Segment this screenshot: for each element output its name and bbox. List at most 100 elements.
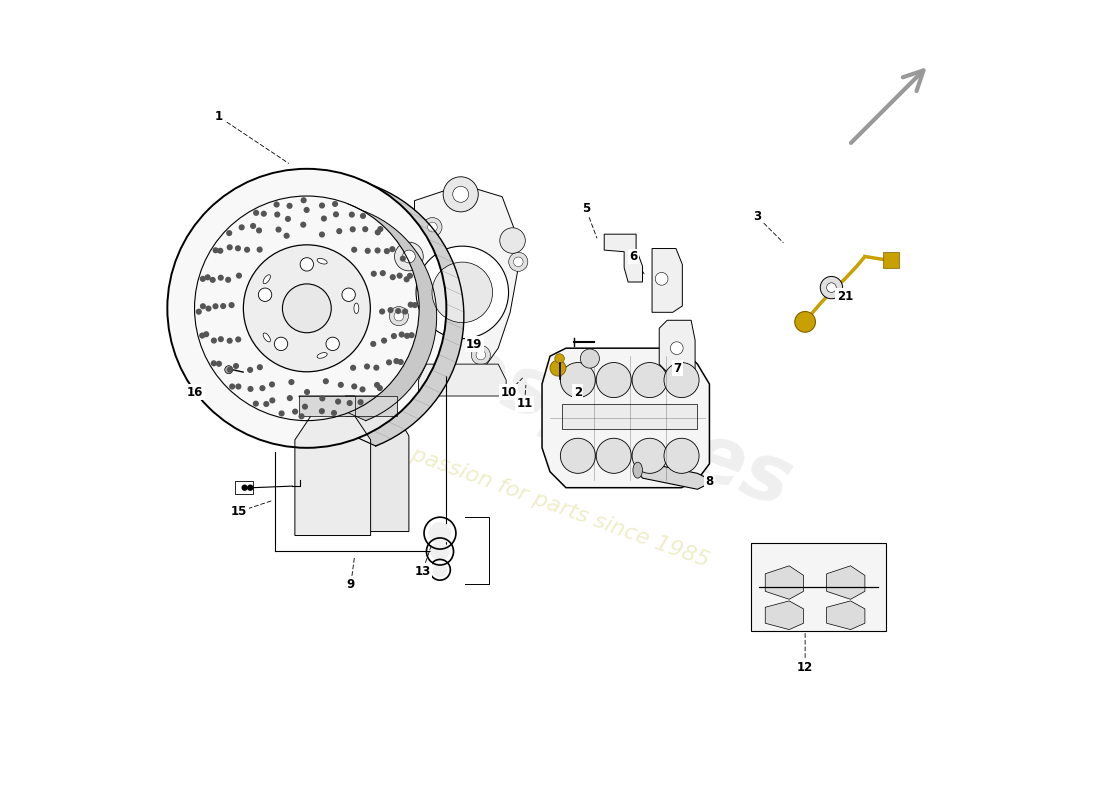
Circle shape	[205, 274, 211, 280]
Circle shape	[408, 302, 414, 308]
Circle shape	[256, 364, 263, 370]
Circle shape	[235, 336, 241, 342]
Circle shape	[300, 258, 313, 271]
Circle shape	[596, 362, 631, 398]
Polygon shape	[295, 396, 371, 535]
Circle shape	[300, 197, 307, 203]
Circle shape	[471, 346, 491, 365]
Text: 9: 9	[346, 578, 355, 591]
Circle shape	[261, 210, 267, 217]
Ellipse shape	[317, 353, 327, 358]
Circle shape	[379, 270, 386, 276]
Circle shape	[371, 270, 377, 277]
Circle shape	[371, 341, 376, 347]
Circle shape	[319, 408, 324, 414]
Circle shape	[632, 362, 668, 398]
Circle shape	[338, 382, 344, 388]
Ellipse shape	[263, 274, 271, 284]
Circle shape	[167, 169, 447, 448]
Circle shape	[379, 309, 385, 314]
Circle shape	[248, 367, 253, 373]
Circle shape	[632, 438, 668, 474]
Circle shape	[508, 252, 528, 271]
Circle shape	[258, 288, 272, 302]
Circle shape	[394, 311, 404, 321]
Circle shape	[200, 303, 206, 310]
Circle shape	[397, 273, 403, 278]
Text: a passion for parts since 1985: a passion for parts since 1985	[388, 437, 712, 570]
Circle shape	[408, 332, 415, 338]
Circle shape	[351, 383, 358, 390]
Circle shape	[211, 360, 217, 366]
Circle shape	[358, 399, 364, 406]
Text: 1: 1	[216, 110, 223, 123]
Circle shape	[243, 245, 371, 372]
Circle shape	[288, 379, 295, 385]
Circle shape	[274, 202, 279, 207]
Circle shape	[422, 218, 442, 237]
Circle shape	[263, 401, 270, 407]
Ellipse shape	[263, 333, 271, 342]
Circle shape	[350, 226, 355, 232]
Circle shape	[554, 354, 564, 363]
Circle shape	[404, 333, 410, 339]
Circle shape	[206, 306, 211, 312]
Polygon shape	[359, 178, 464, 446]
Circle shape	[399, 255, 406, 262]
Circle shape	[218, 336, 224, 342]
Circle shape	[239, 224, 244, 230]
Circle shape	[350, 365, 356, 371]
Circle shape	[253, 210, 260, 216]
Polygon shape	[542, 348, 710, 488]
Ellipse shape	[317, 258, 327, 264]
Text: 13: 13	[415, 565, 430, 578]
Polygon shape	[403, 185, 518, 384]
Polygon shape	[418, 364, 506, 396]
Circle shape	[274, 337, 288, 350]
Circle shape	[389, 246, 395, 252]
Circle shape	[256, 246, 263, 253]
Circle shape	[499, 228, 526, 254]
Circle shape	[360, 386, 365, 393]
Circle shape	[227, 244, 233, 250]
Circle shape	[326, 337, 340, 350]
Circle shape	[256, 227, 262, 234]
Circle shape	[411, 302, 418, 308]
Ellipse shape	[354, 303, 359, 314]
Text: eurospares: eurospares	[297, 276, 803, 524]
Circle shape	[364, 248, 371, 254]
Circle shape	[278, 410, 285, 417]
Polygon shape	[766, 566, 803, 599]
Circle shape	[395, 242, 424, 271]
Circle shape	[216, 361, 222, 367]
Circle shape	[229, 383, 235, 390]
Circle shape	[274, 211, 280, 218]
Circle shape	[321, 215, 327, 222]
Circle shape	[235, 273, 242, 278]
Polygon shape	[826, 566, 865, 599]
Circle shape	[794, 311, 815, 332]
Circle shape	[430, 542, 450, 561]
Circle shape	[217, 248, 223, 254]
Circle shape	[292, 409, 298, 414]
Circle shape	[476, 350, 485, 360]
Circle shape	[443, 177, 478, 212]
Circle shape	[283, 284, 331, 333]
Circle shape	[407, 273, 412, 279]
Circle shape	[229, 302, 234, 308]
Circle shape	[362, 226, 369, 232]
Circle shape	[664, 438, 700, 474]
Circle shape	[596, 438, 631, 474]
Circle shape	[204, 331, 209, 338]
Circle shape	[227, 338, 233, 344]
Circle shape	[514, 257, 524, 266]
Circle shape	[210, 277, 216, 283]
Text: 12: 12	[798, 661, 813, 674]
Circle shape	[260, 385, 265, 391]
Text: 10: 10	[500, 386, 517, 398]
Circle shape	[336, 398, 341, 405]
Text: 11: 11	[516, 398, 532, 410]
Circle shape	[429, 522, 451, 544]
Circle shape	[211, 338, 217, 344]
Circle shape	[301, 403, 308, 410]
